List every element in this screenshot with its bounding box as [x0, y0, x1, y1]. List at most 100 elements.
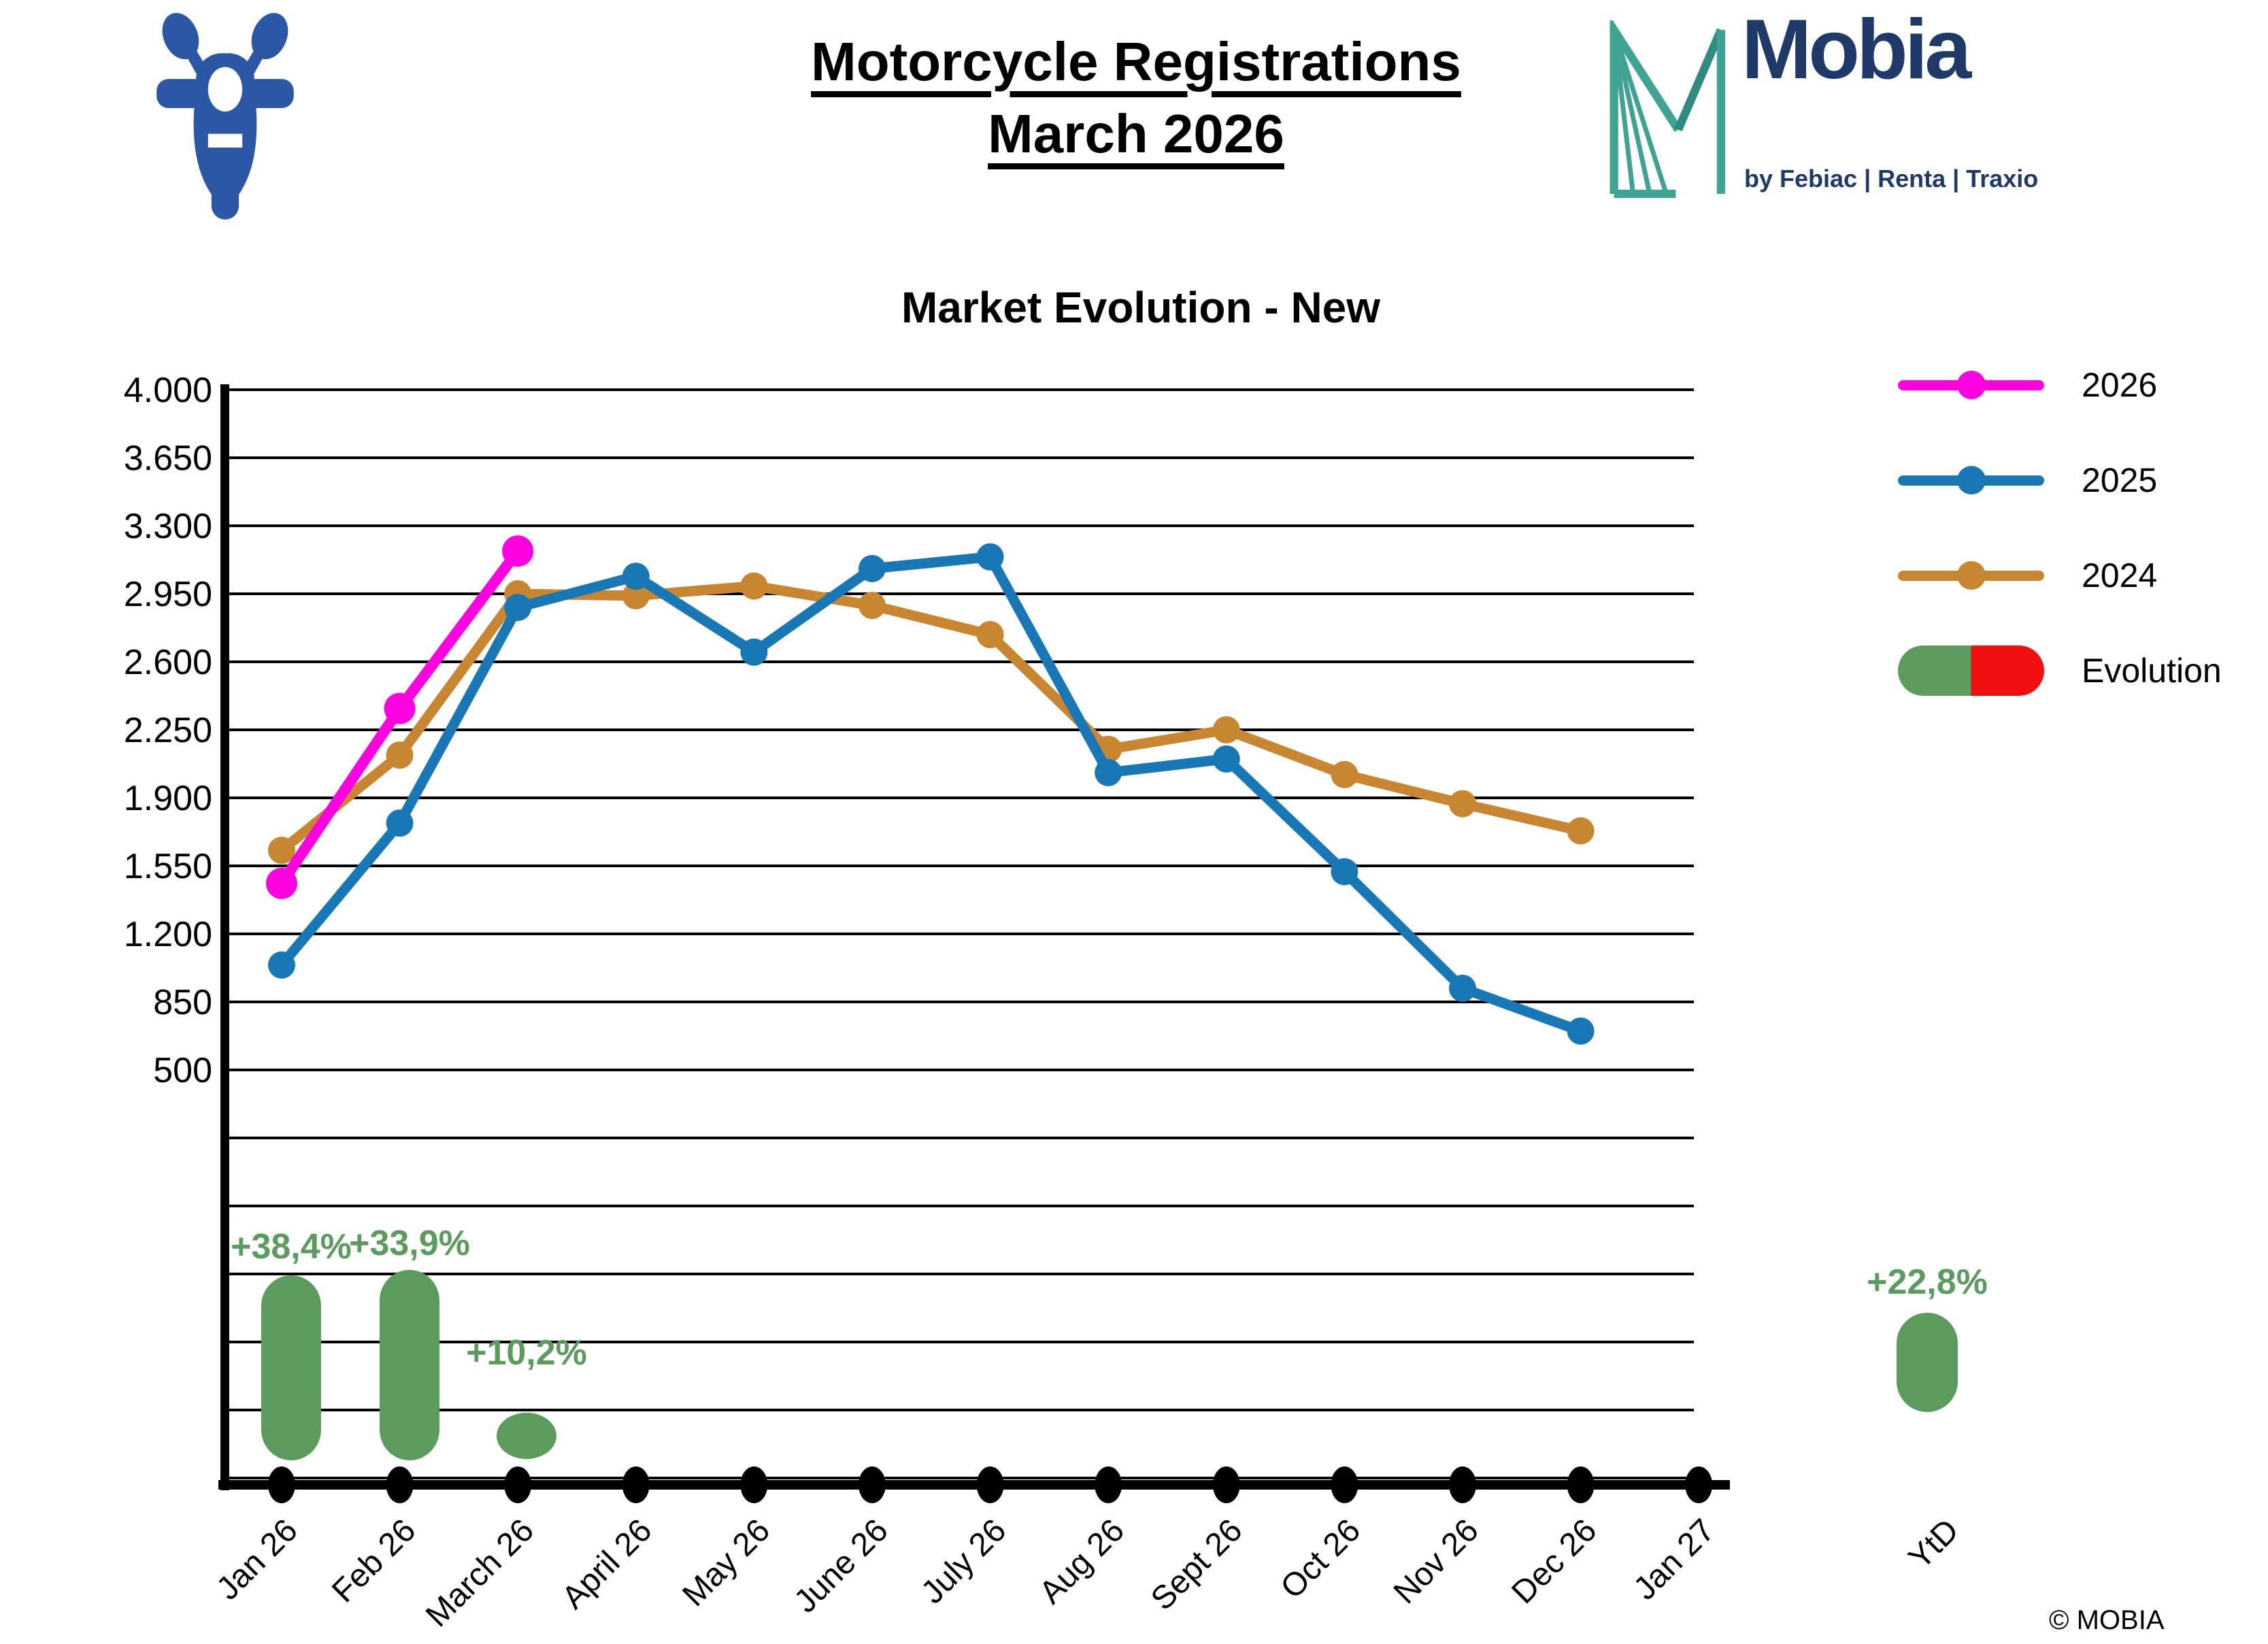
x-axis-dot [1567, 1466, 1595, 1503]
legend-label-2025: 2025 [2082, 461, 2158, 499]
y-axis [220, 384, 229, 1490]
x-axis-dot [504, 1466, 532, 1503]
x-tick-label-ytd: YtD [1902, 1512, 1966, 1576]
series-point-2026 [266, 867, 297, 899]
x-axis-dot [1095, 1466, 1122, 1503]
x-axis-dot [386, 1466, 414, 1503]
series-point-2024 [268, 837, 295, 865]
series-point-2024 [740, 572, 768, 600]
series-point-2026 [384, 692, 416, 724]
evolution-percent-label: +33,9% [349, 1224, 470, 1263]
x-axis-dot [1212, 1466, 1240, 1503]
legend-label-evolution: Evolution [2082, 652, 2222, 690]
y-tick-label: 2.250 [124, 711, 212, 750]
x-tick-label: May 26 [676, 1512, 777, 1613]
x-axis-dot [1449, 1466, 1476, 1503]
x-tick-label: Sept 26 [1144, 1512, 1249, 1617]
series-point-2025 [1331, 858, 1358, 886]
legend-evolution-pill-icon [1898, 645, 2044, 696]
y-tick-label: 3.650 [124, 439, 212, 478]
series-point-2025 [504, 594, 532, 621]
x-tick-label: Nov 26 [1387, 1512, 1486, 1611]
legend-line-swatch-2026 [1898, 371, 2044, 399]
evolution-pill [380, 1270, 439, 1460]
evolution-pill [1897, 1313, 1958, 1412]
series-point-2026 [502, 535, 534, 567]
series-point-2024 [1212, 716, 1240, 743]
legend-item-2026: 2026 [1898, 366, 2222, 404]
brand-name: Mobia [1741, 3, 1971, 97]
x-axis [218, 1480, 1730, 1490]
evolution-percent-label: +38,4% [231, 1227, 352, 1266]
x-tick-label: March 26 [419, 1512, 541, 1634]
legend-dot-2024 [1956, 561, 1986, 590]
y-tick-label: 2.600 [124, 643, 212, 682]
chart-legend: 2026 2025 2024 Evolution [1898, 366, 2222, 696]
x-tick-label: Feb 26 [325, 1512, 422, 1609]
x-axis-dot [858, 1466, 886, 1503]
x-tick-label: Jan 26 [210, 1512, 304, 1607]
x-tick-label: June 26 [788, 1512, 895, 1620]
x-tick-label: Oct 26 [1274, 1512, 1367, 1605]
series-point-2024 [386, 741, 414, 769]
evolution-pill [261, 1275, 321, 1460]
legend-label-2024: 2024 [2082, 556, 2158, 594]
page-title: Motorcycle Registrations March 2026 [680, 26, 1592, 169]
series-point-2025 [268, 951, 295, 979]
x-tick-label: Jan 27 [1627, 1512, 1722, 1607]
series-line-2024 [276, 581, 1586, 856]
x-axis-dot [1685, 1466, 1713, 1503]
y-tick-label: 850 [153, 983, 212, 1022]
series-point-2024 [1567, 817, 1595, 845]
page-title-line1: Motorcycle Registrations [811, 31, 1461, 92]
series-point-2024 [1449, 790, 1476, 818]
legend-line-swatch-2024 [1898, 561, 2044, 590]
copyright-text: © MOBIA [2049, 1605, 2165, 1635]
series-point-2024 [622, 582, 650, 609]
series-point-2025 [740, 638, 768, 666]
x-axis-dot [268, 1466, 295, 1503]
legend-dot-2025 [1956, 466, 1986, 494]
x-tick-label: Dec 26 [1505, 1512, 1603, 1611]
series-point-2025 [622, 563, 650, 590]
series-point-2025 [1212, 745, 1240, 773]
y-tick-label: 500 [153, 1051, 212, 1090]
brand-tagline: by Febiac | Renta | Traxio [1744, 165, 2039, 192]
legend-item-2025: 2025 [1898, 461, 2222, 499]
series-point-2025 [858, 554, 886, 582]
x-tick-label: April 26 [555, 1512, 659, 1616]
series-point-2024 [976, 621, 1004, 648]
legend-dot-2026 [1956, 371, 1986, 399]
series-line-2025 [276, 552, 1586, 1037]
legend-item-2024: 2024 [1898, 556, 2222, 594]
series-point-2025 [1449, 975, 1476, 1002]
mobia-logomark-icon [1610, 20, 1725, 199]
y-tick-label: 1.550 [124, 847, 212, 886]
evolution-percent-label: +22,8% [1867, 1262, 1988, 1302]
series-point-2025 [1567, 1017, 1595, 1045]
series-point-2024 [858, 592, 886, 620]
chart-title: Market Evolution - New [901, 283, 1381, 332]
series-point-2025 [976, 543, 1004, 571]
y-tick-label: 3.300 [124, 507, 212, 546]
y-tick-label: 1.200 [124, 915, 212, 954]
x-axis-dot [1331, 1466, 1358, 1503]
legend-line-swatch-2025 [1898, 466, 2044, 494]
y-tick-label: 1.900 [124, 779, 212, 818]
series-point-2025 [386, 809, 414, 837]
evolution-percent-label: +10,2% [466, 1333, 587, 1373]
page-title-line2: March 2026 [988, 103, 1284, 164]
y-tick-label: 4.000 [124, 371, 212, 410]
motorcycle-icon [156, 13, 294, 220]
series-point-2024 [1331, 760, 1358, 788]
evolution-pill [497, 1413, 556, 1459]
x-axis-dot [622, 1466, 650, 1503]
legend-label-2026: 2026 [2082, 366, 2158, 404]
x-axis-dot [976, 1466, 1004, 1503]
x-tick-label: July 26 [914, 1512, 1013, 1611]
x-tick-label: Aug 26 [1033, 1512, 1131, 1611]
legend-item-evolution: Evolution [1898, 645, 2222, 696]
y-tick-label: 2.950 [124, 575, 212, 614]
